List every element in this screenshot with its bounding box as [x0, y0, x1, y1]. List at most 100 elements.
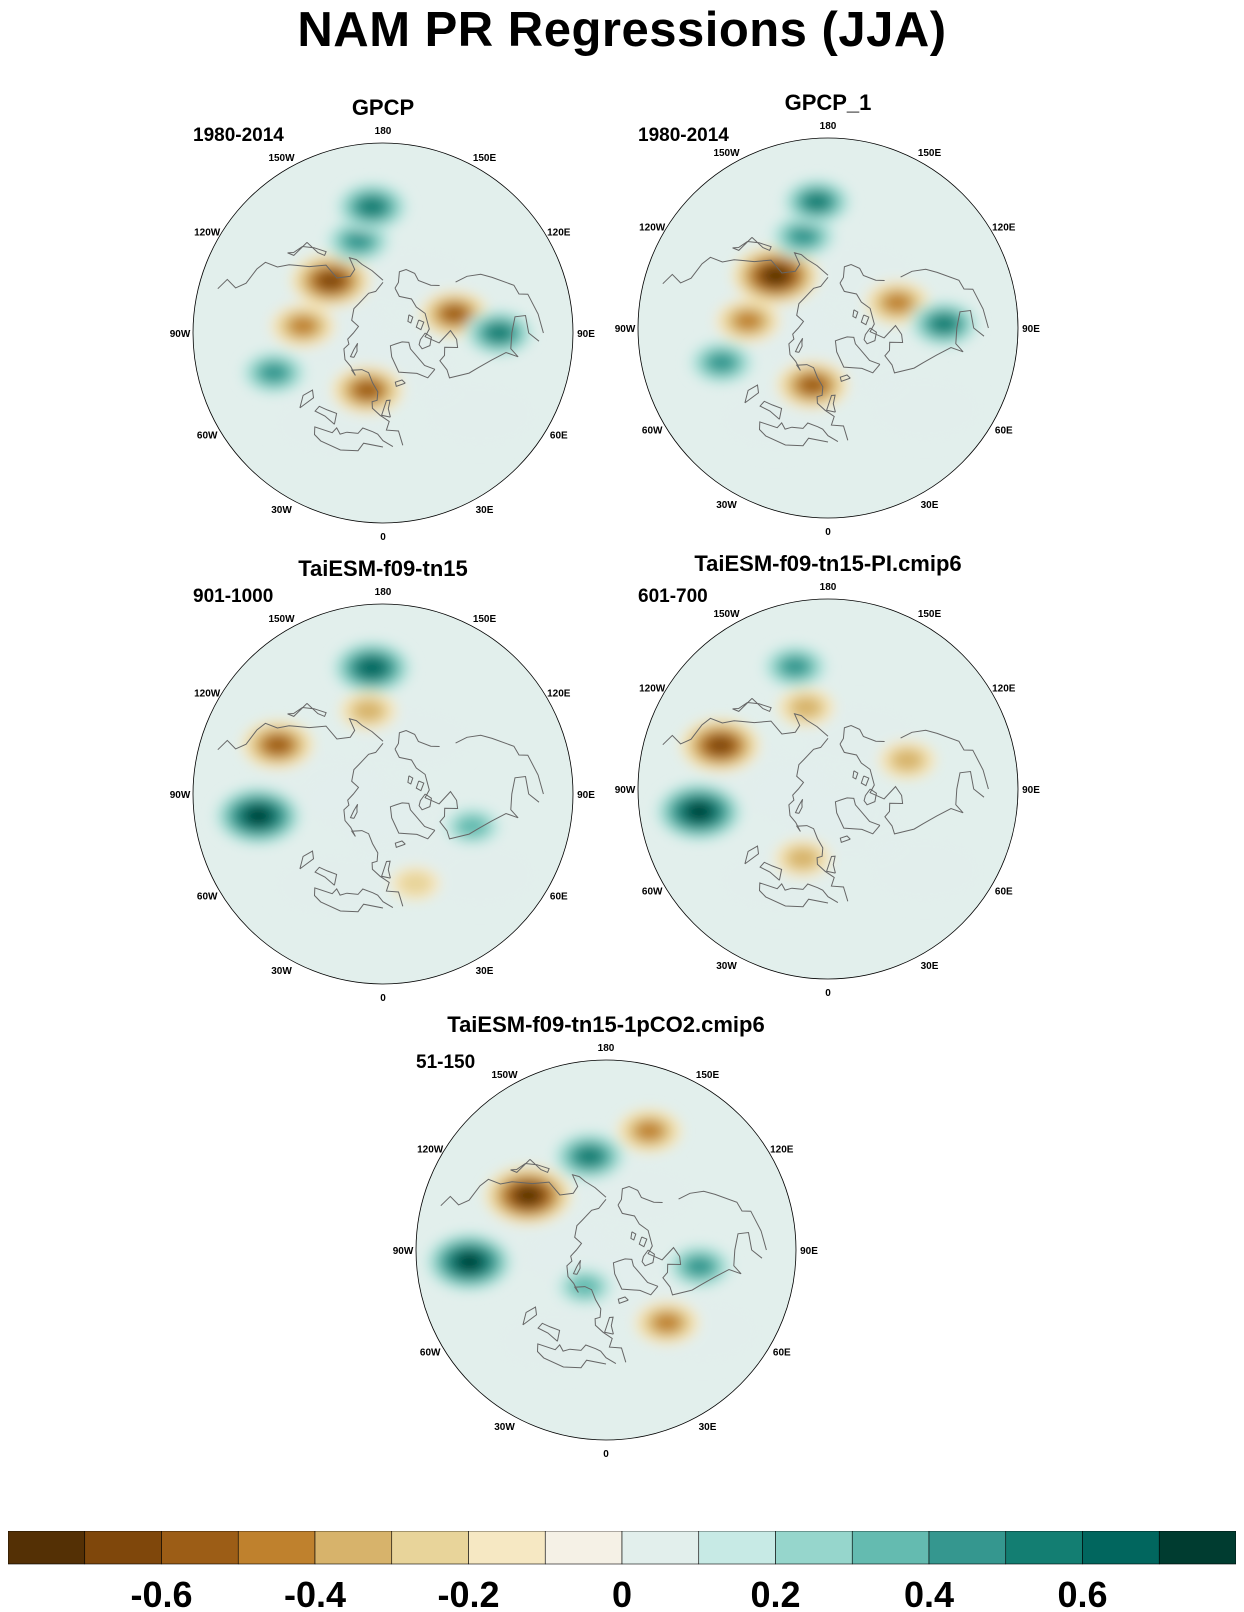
anomaly-contour	[345, 232, 372, 251]
colorbar-tick-label: 0.6	[1057, 1574, 1107, 1612]
coastline	[852, 770, 859, 780]
longitude-label: 120E	[992, 684, 1016, 695]
colorbar-tick-label: 0.2	[750, 1574, 800, 1612]
coastlines	[662, 698, 989, 908]
anomaly-contour	[442, 306, 466, 322]
coastline	[759, 861, 783, 881]
coastline	[394, 379, 406, 387]
coastline	[839, 282, 985, 374]
anomaly-contour	[517, 1188, 540, 1203]
page-title: NAM PR Regressions (JJA)	[297, 3, 947, 57]
coastline	[380, 860, 391, 879]
longitude-label: 90E	[577, 790, 595, 801]
coastline	[900, 729, 989, 790]
longitude-label: 60W	[197, 431, 218, 442]
field-region	[420, 840, 541, 911]
coastline	[349, 804, 359, 819]
regression-field	[241, 182, 541, 460]
coastline	[794, 338, 804, 353]
panel-period: 51-150	[416, 1052, 476, 1073]
coastline	[834, 336, 881, 374]
coastline	[313, 426, 394, 452]
map-panel-gpcp: 180 150E 120E 90E 60E 30E 0 30W 60W 90W 120W 150W G…	[153, 95, 613, 540]
field-region	[270, 850, 391, 921]
longitude-label: 60E	[550, 892, 568, 903]
colorbar-tick-label: 0.4	[904, 1574, 954, 1612]
coastline	[418, 332, 432, 350]
panel-title: TaiESM-f09-tn15-1pCO2.cmip6	[447, 1012, 765, 1037]
coastline	[825, 394, 836, 413]
coastline	[440, 1174, 607, 1207]
map-panel-taiesm-pi: 180 150E 120E 90E 60E 30E 0 30W 60W 90W 120W 150W T…	[598, 551, 1058, 996]
longitude-label: 150E	[696, 1070, 720, 1081]
colorbar-bin	[237, 1531, 316, 1565]
panel-title: GPCP_1	[784, 90, 872, 115]
coastline	[510, 1159, 550, 1174]
colorbar-bin	[391, 1531, 469, 1565]
longitude-label: 180	[820, 582, 837, 593]
longitude-label: 60E	[995, 426, 1013, 437]
longitude-label: 30E	[476, 505, 494, 516]
coastline	[313, 887, 394, 913]
panel-period: 901-1000	[193, 586, 274, 607]
coastline	[287, 703, 327, 718]
colorbar: -0.6 -0.4 -0.2 0 0.2 0.4 0.6	[8, 1531, 1236, 1612]
anomaly-contour	[764, 268, 787, 284]
longitude-label: 60E	[773, 1348, 791, 1359]
regression-field	[655, 644, 986, 916]
anomaly-contour	[487, 325, 511, 341]
longitude-label: 0	[380, 532, 386, 540]
map-border	[415, 1059, 797, 1441]
anomaly-contour	[708, 353, 735, 372]
coastline	[852, 309, 859, 319]
coastline	[407, 775, 414, 785]
anomaly-contour	[708, 737, 732, 754]
regression-field	[689, 178, 986, 455]
coastline	[394, 287, 540, 379]
longitude-label: 120E	[770, 1145, 794, 1156]
longitude-label: 120W	[194, 689, 221, 700]
coastline	[839, 263, 885, 284]
coastline	[415, 319, 425, 331]
coastline	[630, 1231, 637, 1241]
coastline	[217, 257, 384, 290]
anomaly-contour	[688, 804, 711, 820]
longitude-label: 30W	[716, 500, 737, 511]
coastline	[536, 1343, 617, 1369]
longitude-label: 90W	[615, 324, 636, 335]
colorbar-bin	[314, 1531, 393, 1565]
coastline	[455, 273, 544, 334]
colorbar-tick-label: -0.6	[130, 1574, 192, 1612]
coastline	[299, 850, 315, 870]
longitude-label: 90W	[170, 329, 191, 340]
coastline	[617, 1204, 763, 1296]
colorbar-bin	[1005, 1531, 1083, 1565]
longitude-label: 60W	[642, 426, 663, 437]
longitude-label: 120W	[417, 1145, 444, 1156]
longitude-label: 30W	[271, 966, 292, 977]
coastlines	[440, 1159, 767, 1369]
longitude-label: 120E	[992, 223, 1016, 234]
coastline	[603, 1316, 614, 1335]
regression-field	[425, 1108, 764, 1377]
coastline	[566, 1198, 627, 1363]
panel-period: 1980-2014	[638, 125, 729, 146]
coastline	[389, 802, 436, 840]
map-border	[637, 137, 1019, 519]
coastline	[638, 1236, 648, 1248]
coastline	[389, 341, 436, 379]
coastline	[299, 389, 315, 409]
map-border	[192, 603, 574, 985]
colorbar-tick-label: 0	[612, 1574, 632, 1612]
map-border	[637, 598, 1019, 980]
coastline	[788, 276, 849, 441]
longitude-label: 150E	[918, 148, 942, 159]
anomaly-contour	[636, 1122, 663, 1140]
longitude-label: 150W	[268, 614, 295, 625]
field-region	[493, 1306, 614, 1377]
panel-period: 1980-2014	[193, 125, 284, 146]
colorbar-bin	[161, 1531, 239, 1565]
coastline	[662, 713, 829, 746]
longitude-label: 0	[825, 988, 831, 996]
longitude-label: 150W	[713, 148, 740, 159]
